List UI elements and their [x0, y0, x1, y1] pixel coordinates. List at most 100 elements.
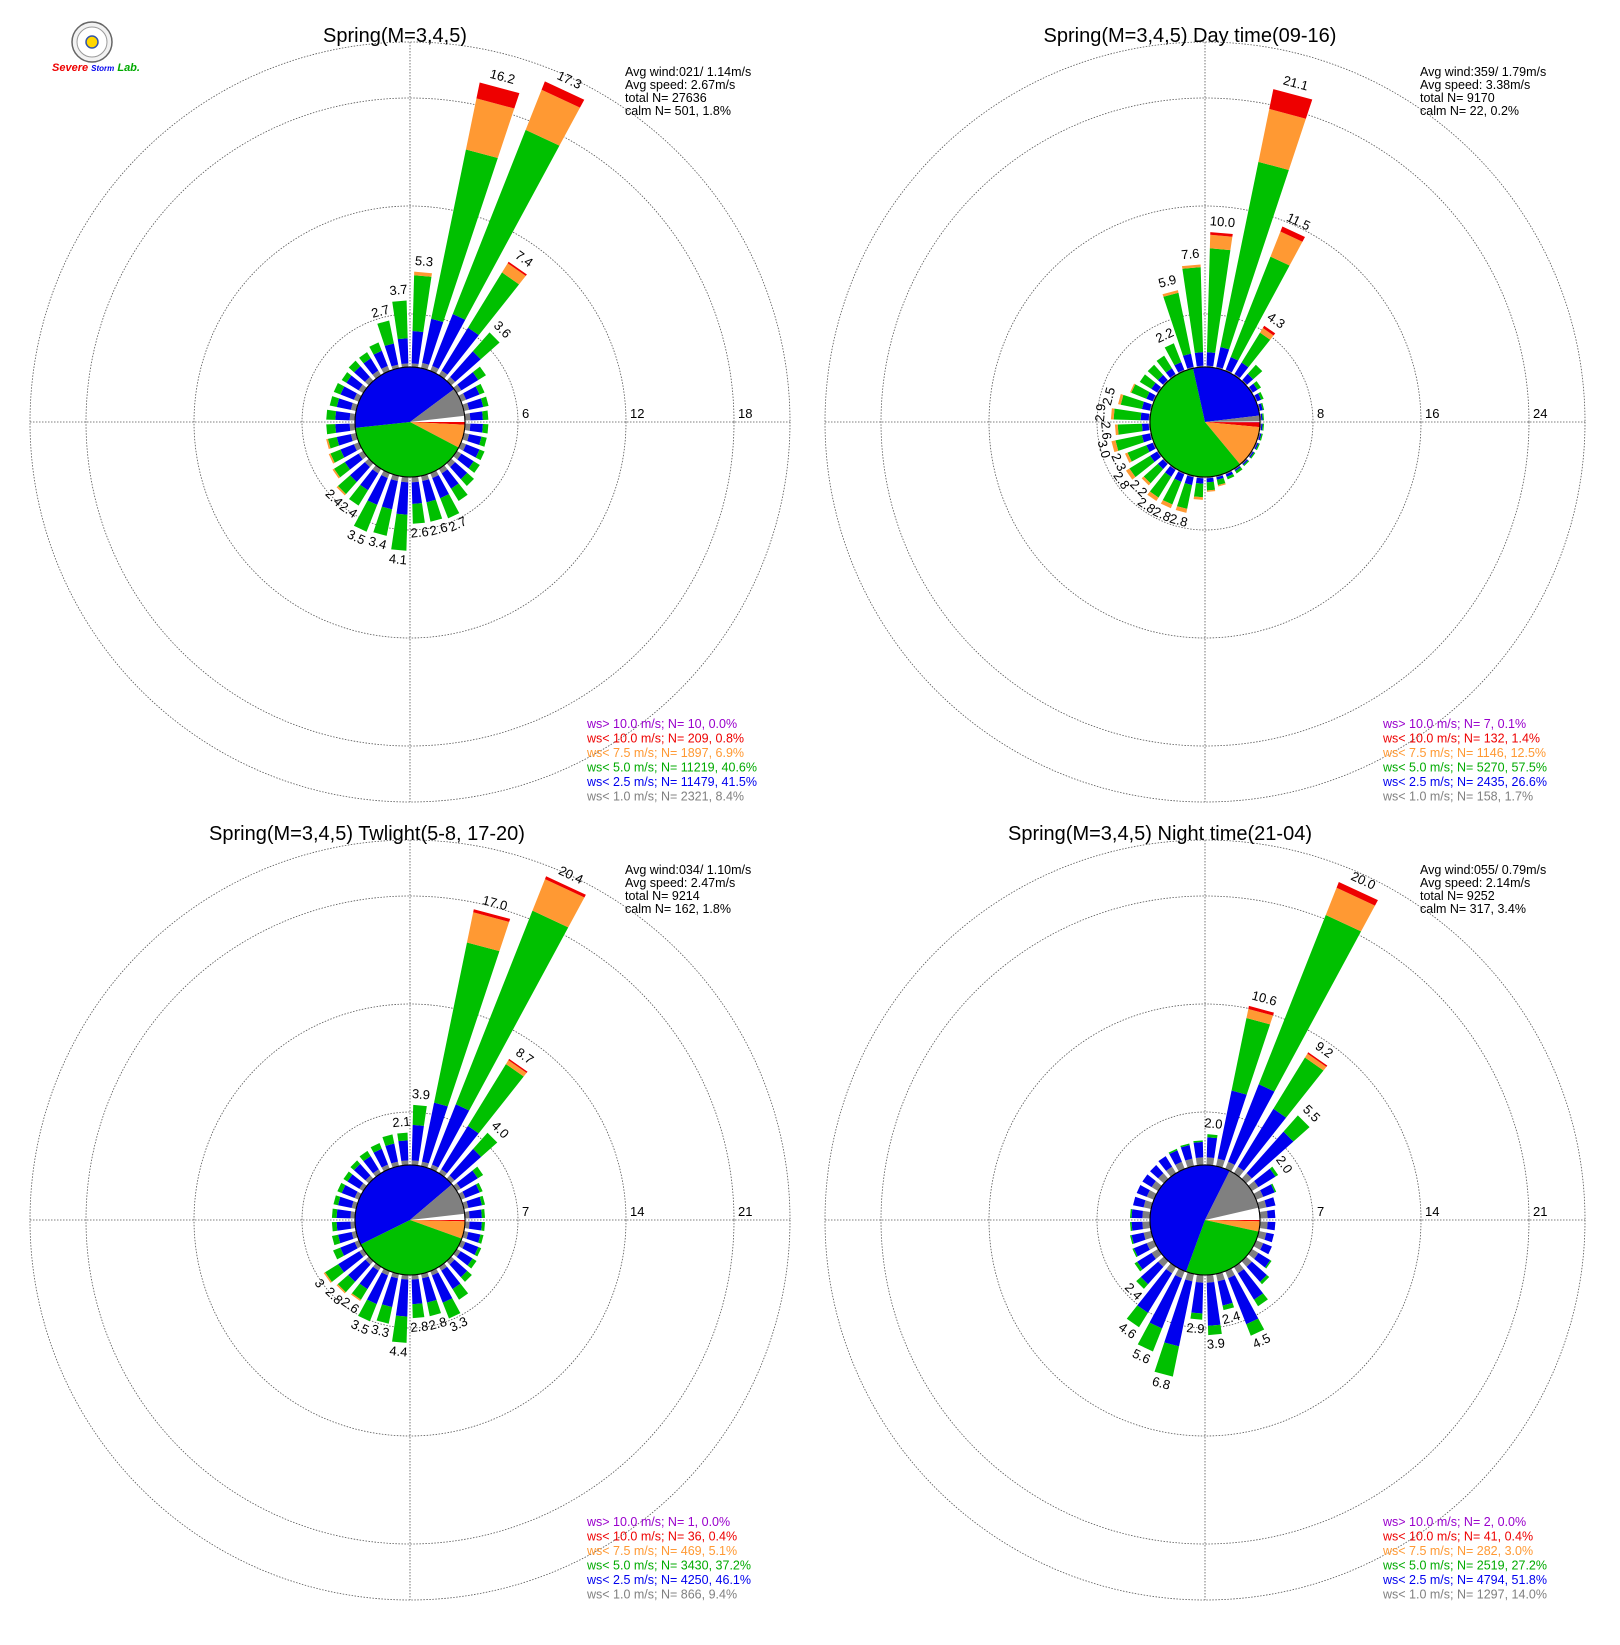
legend-entry: ws< 7.5 m/s; N= 1897, 6.9%: [586, 746, 744, 760]
sector-bar-segment: [377, 321, 394, 346]
sector-bar-segment: [412, 1303, 424, 1318]
sector-percent-label: 2.1: [392, 1114, 411, 1131]
sector-percent-label: 21.1: [1282, 73, 1310, 94]
ring-scale-label: 18: [738, 406, 752, 421]
sector-bar-segment: [1207, 1157, 1215, 1165]
legend-entry: ws< 2.5 m/s; N= 2435, 26.6%: [1382, 775, 1547, 789]
sector-percent-label: 4.4: [389, 1343, 408, 1360]
sector-percent-label: 2.8: [410, 1318, 429, 1335]
sector-bar-segment: [373, 507, 392, 536]
legend-entry: ws< 7.5 m/s; N= 1146, 12.5%: [1382, 746, 1546, 760]
sector-bar-segment: [377, 1304, 393, 1323]
stats-line: total N= 9170: [1420, 91, 1495, 105]
stats-line: Avg wind:034/ 1.10m/s: [625, 863, 751, 877]
stats-line: Avg wind:055/ 0.79m/s: [1420, 863, 1546, 877]
sector-bar-segment: [412, 503, 425, 524]
legend-entry: ws> 10.0 m/s; N= 2, 0.0%: [1382, 1515, 1526, 1529]
sector-percent-label: 3.9: [411, 1086, 430, 1103]
sector-bar-segment: [1207, 352, 1216, 366]
sector-bar-segment: [412, 331, 424, 364]
ring-scale-label: 21: [738, 1204, 752, 1219]
sector-bar-segment: [397, 1133, 408, 1142]
sector-bar-segment: [396, 1279, 408, 1317]
sector-bar-segment: [332, 1222, 337, 1231]
sector-bar-segment: [427, 1300, 441, 1316]
sector-bar-segment: [1196, 478, 1203, 484]
legend-entry: ws< 1.0 m/s; N= 158, 1.7%: [1382, 790, 1533, 804]
sector-bar-segment: [413, 1105, 427, 1126]
sector-percent-label: 2.9: [1092, 403, 1109, 422]
sector-percent-label: 2.6: [410, 524, 429, 541]
sector-percent-label: 2.5: [1099, 385, 1118, 406]
sector-bar-segment: [398, 1140, 408, 1161]
stats-line: Avg speed: 2.47m/s: [625, 876, 735, 890]
stats-line: Avg wind:359/ 1.79m/s: [1420, 65, 1546, 79]
sector-bar-segment: [337, 434, 353, 445]
sector-bar-segment: [1267, 1222, 1275, 1231]
sector-bar-segment: [470, 424, 483, 433]
sector-bar-segment: [326, 424, 336, 434]
sector-bar-segment: [422, 479, 436, 502]
sector-bar-segment: [1133, 1197, 1146, 1208]
sector-bar-segment: [1131, 1233, 1145, 1244]
legend-entry: ws< 7.5 m/s; N= 282, 3.0%: [1382, 1544, 1533, 1558]
sector-bar-segment: [412, 1279, 423, 1304]
sector-bar-segment: [1207, 1137, 1217, 1158]
sector-percent-label: 4.1: [388, 551, 407, 568]
sector-percent-label: 3: [311, 1276, 327, 1291]
legend-entry: ws< 5.0 m/s; N= 2519, 27.2%: [1382, 1559, 1547, 1573]
stats-line: total N= 27636: [625, 91, 707, 105]
sector-percent-label: 4.3: [1264, 309, 1287, 332]
ring-scale-label: 7: [522, 1204, 529, 1219]
sector-percent-label: 10.6: [1250, 988, 1278, 1009]
legend-entry: ws< 2.5 m/s; N= 4250, 46.1%: [586, 1573, 751, 1587]
ring-scale-label: 12: [630, 406, 644, 421]
sector-percent-label: 3.7: [389, 282, 408, 299]
sector-bar-segment: [1141, 413, 1150, 421]
sector-bar-segment: [1194, 483, 1203, 497]
ring-scale-label: 21: [1533, 1204, 1547, 1219]
sector-bar-segment: [1207, 478, 1214, 483]
panel-title: Spring(M=3,4,5): [323, 25, 467, 47]
sector-bar-segment: [1194, 1142, 1204, 1158]
sector-percent-label: 3.9: [1206, 1335, 1225, 1352]
sector-bar-segment: [413, 275, 432, 332]
sector-bar-segment: [337, 1209, 351, 1218]
sector-bar-segment: [1121, 395, 1144, 409]
stats-line: Avg wind:021/ 1.14m/s: [625, 65, 751, 79]
ring-scale-label: 14: [630, 1204, 644, 1219]
ring-scale-label: 7: [1317, 1204, 1324, 1219]
ring-scale-label: 6: [522, 406, 529, 421]
sector-bar-segment: [469, 1222, 482, 1231]
ring-scale-label: 14: [1425, 1204, 1439, 1219]
sector-percent-label: 5.9: [1157, 272, 1178, 291]
sector-bar-segment: [1118, 424, 1143, 435]
stats-line: Avg speed: 3.38m/s: [1420, 78, 1530, 92]
sector-bar-segment: [385, 343, 399, 366]
sector-bar-segment: [338, 1232, 353, 1243]
sector-bar-segment: [1267, 1210, 1275, 1219]
stats-line: Avg speed: 2.67m/s: [625, 78, 735, 92]
sector-percent-label: 9.2: [1313, 1038, 1336, 1061]
panel-title: Spring(M=3,4,5) Day time(09-16): [1044, 25, 1337, 47]
sector-bar-segment: [1258, 109, 1305, 170]
sector-bar-segment: [392, 1316, 407, 1343]
legend-entry: ws< 1.0 m/s; N= 866, 9.4%: [586, 1588, 737, 1602]
sector-percent-label: 6.8: [1151, 1374, 1172, 1393]
sector-bar-segment: [1181, 1145, 1193, 1161]
sector-percent-label: 3.4: [367, 533, 388, 552]
sector-bar-segment: [1265, 1197, 1276, 1207]
sector-bar-segment: [1259, 1222, 1267, 1230]
sector-percent-label: 16.2: [488, 66, 516, 87]
logo-word-storm: Storm: [91, 64, 114, 73]
sector-bar-segment: [1142, 1211, 1150, 1219]
stats-line: calm N= 501, 1.8%: [625, 104, 731, 118]
sector-percent-label: 3.0: [1095, 438, 1114, 459]
legend-entry: ws< 2.5 m/s; N= 4794, 51.8%: [1382, 1573, 1547, 1587]
sector-bar-segment: [1207, 1274, 1215, 1282]
sector-percent-label: 2.6: [1098, 421, 1115, 440]
sector-bar-segment: [354, 500, 377, 531]
legend-entry: ws< 5.0 m/s; N= 3430, 37.2%: [586, 1559, 751, 1573]
wind-rose-panel-4: 2.010.620.09.25.52.04.52.43.92.96.85.64.…: [825, 823, 1585, 1602]
